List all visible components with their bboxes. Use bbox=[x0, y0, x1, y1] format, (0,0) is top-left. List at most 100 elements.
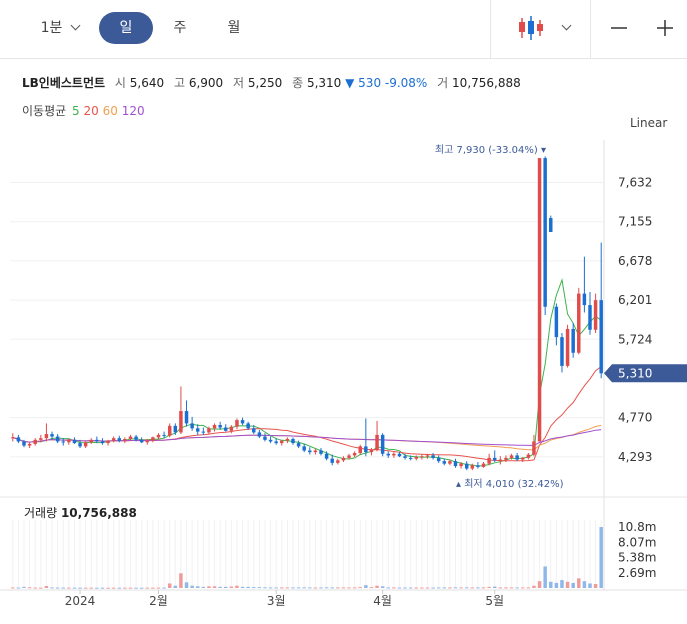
volume-bar bbox=[128, 587, 133, 589]
volume-bar bbox=[352, 587, 357, 589]
volume-bar bbox=[89, 587, 93, 589]
volume-bar bbox=[106, 587, 110, 589]
candle-body bbox=[83, 442, 88, 447]
candle-body bbox=[16, 437, 21, 442]
volume-bar bbox=[263, 587, 267, 589]
volume-bar bbox=[593, 584, 598, 588]
candle-body bbox=[274, 441, 278, 444]
candle-body bbox=[336, 460, 340, 463]
stock-name: LB인베스트먼트 bbox=[22, 76, 106, 90]
candle-body bbox=[408, 457, 413, 459]
volume-bar bbox=[274, 587, 278, 589]
chart-toolbar: 1분 일 주 월 bbox=[0, 0, 687, 59]
candle-body bbox=[537, 158, 542, 442]
ma-legend[interactable]: 이동평균 5 20 60 120 bbox=[22, 102, 145, 119]
candle-body bbox=[549, 218, 553, 232]
zoom-in-button[interactable] bbox=[646, 12, 684, 44]
candle-body bbox=[380, 434, 385, 454]
high-annotation: 최고 7,930 (-33.04%) ▾ bbox=[435, 144, 546, 156]
candle-body bbox=[156, 434, 161, 438]
candle-body bbox=[414, 457, 419, 459]
tab-month[interactable]: 월 bbox=[227, 20, 241, 36]
candle-body bbox=[11, 437, 15, 439]
candle-body bbox=[470, 465, 475, 469]
candle-body bbox=[571, 328, 575, 353]
volume-bar bbox=[257, 587, 262, 589]
candle-body bbox=[190, 423, 194, 429]
volume-bar bbox=[313, 587, 318, 589]
candle-body bbox=[257, 432, 262, 437]
volume-label: 거 bbox=[437, 76, 449, 90]
candle-body bbox=[369, 449, 374, 453]
volume-bar bbox=[184, 582, 189, 588]
volume-title: 거래량 10,756,888 bbox=[24, 506, 137, 520]
volume-bar bbox=[386, 587, 390, 589]
volume-bar bbox=[201, 586, 206, 588]
volume-tick-label: 10.8m bbox=[618, 520, 656, 534]
candle-body bbox=[504, 457, 508, 460]
volume-bar bbox=[308, 587, 312, 589]
candle-body bbox=[179, 411, 183, 433]
volume-bar bbox=[268, 587, 273, 589]
volume-bar bbox=[571, 582, 575, 588]
zoom-out-button[interactable] bbox=[600, 12, 638, 44]
volume-bar bbox=[464, 587, 469, 589]
chart-type-dropdown[interactable] bbox=[498, 12, 588, 44]
candle-body bbox=[436, 457, 441, 462]
volume-bar bbox=[117, 587, 122, 589]
candle-body bbox=[184, 411, 189, 424]
candle-body bbox=[403, 456, 407, 458]
candle-body bbox=[358, 446, 362, 453]
candle-body bbox=[543, 158, 547, 307]
scale-mode-button[interactable]: Linear bbox=[630, 116, 668, 130]
volume-bar bbox=[218, 586, 222, 588]
volume-bar bbox=[582, 581, 587, 588]
candle-body bbox=[577, 293, 581, 353]
candle-body bbox=[229, 426, 234, 431]
candle-body bbox=[448, 461, 452, 464]
candle-body bbox=[431, 455, 435, 458]
interval-dropdown[interactable]: 1분 bbox=[28, 12, 92, 44]
candle-body bbox=[554, 306, 559, 338]
candle-body bbox=[224, 427, 228, 431]
volume-bar bbox=[509, 587, 514, 589]
candle-body bbox=[291, 439, 295, 444]
volume-title-value: 10,756,888 bbox=[61, 506, 137, 520]
ma-5-line bbox=[12, 278, 602, 467]
low-annotation: ▴ 최저 4,010 (32.42%) bbox=[456, 478, 564, 490]
volume-bar bbox=[16, 587, 21, 589]
candle-body bbox=[106, 440, 110, 444]
volume-tick-label: 8.07m bbox=[618, 535, 656, 549]
volume-bar bbox=[224, 586, 228, 588]
volume-bar bbox=[515, 587, 519, 589]
volume-bar bbox=[11, 587, 15, 589]
volume-bar bbox=[83, 587, 88, 589]
volume-bar bbox=[565, 581, 570, 588]
x-tick-label: 4월 bbox=[373, 594, 392, 608]
x-tick-label: 2024 bbox=[65, 594, 96, 608]
candle-body bbox=[240, 420, 245, 424]
volume-bar bbox=[212, 586, 217, 588]
volume-bar bbox=[521, 587, 525, 589]
volume-bar bbox=[448, 587, 452, 589]
volume-value: 10,756,888 bbox=[452, 76, 521, 90]
candle-body bbox=[313, 450, 318, 453]
candle-body bbox=[582, 293, 587, 306]
volume-bar bbox=[162, 587, 166, 589]
volume-bar bbox=[431, 587, 435, 589]
candle-body bbox=[78, 443, 82, 447]
stock-info: LB인베스트먼트 시 5,640 고 6,900 저 5,250 종 5,310… bbox=[22, 74, 521, 91]
tab-day[interactable]: 일 bbox=[99, 12, 153, 44]
volume-bar bbox=[487, 586, 491, 588]
volume-bar bbox=[156, 587, 161, 589]
candle-body bbox=[195, 428, 200, 432]
candle-body bbox=[173, 425, 178, 433]
volume-bar bbox=[235, 585, 239, 588]
volume-bar bbox=[380, 586, 385, 588]
volume-bar bbox=[560, 580, 564, 588]
volume-bar bbox=[296, 587, 301, 589]
tab-week[interactable]: 주 bbox=[173, 20, 187, 36]
candle-body bbox=[442, 461, 447, 464]
candle-body bbox=[526, 454, 531, 458]
